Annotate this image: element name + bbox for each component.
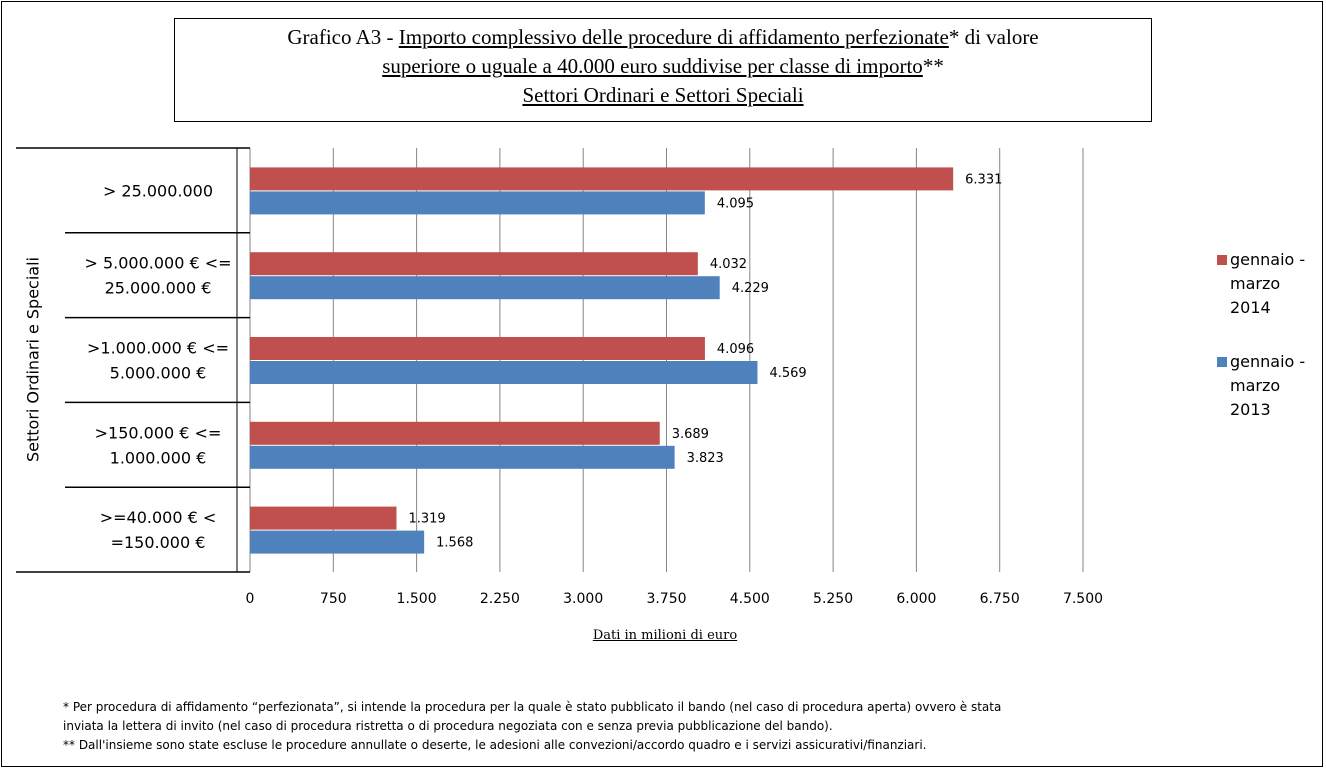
data-label: 4.229	[732, 281, 769, 296]
footnote-line: ** Dall'insieme sono state escluse le pr…	[63, 738, 927, 752]
legend-label: marzo	[1230, 376, 1281, 395]
bar-2014	[250, 252, 698, 276]
category-label: > 5.000.000 € <=	[84, 254, 231, 273]
y-group-title: Settori Ordinari e Speciali	[23, 257, 43, 463]
data-label: 1.568	[436, 536, 473, 551]
x-tick-label: 2.250	[480, 591, 520, 607]
legend-label: gennaio -	[1230, 352, 1306, 371]
title-line-1-text: Importo complessivo delle procedure di a…	[398, 25, 949, 49]
legend-swatch-2014	[1217, 255, 1227, 265]
title-line-3-text: Settori Ordinari e Settori Speciali	[522, 83, 804, 107]
footnote-line: * Per procedura di affidamento “perfezio…	[63, 700, 1002, 714]
bar-2013	[250, 276, 720, 300]
title-line-2-suffix: **	[922, 54, 944, 78]
category-label: 25.000.000 €	[105, 279, 212, 298]
bar-2014	[250, 421, 660, 445]
x-tick-label: 4.500	[730, 591, 770, 607]
category-label: >150.000 € <=	[95, 423, 222, 442]
category-label: =150.000 €	[111, 533, 206, 552]
legend-label: gennaio -	[1230, 250, 1306, 269]
category-label: 5.000.000 €	[110, 364, 207, 383]
bar-2014	[250, 506, 397, 530]
legend-label: 2013	[1230, 400, 1271, 419]
x-tick-label: 3.000	[563, 591, 603, 607]
data-label: 4.569	[769, 366, 806, 381]
title-prefix: Grafico A3 -	[287, 25, 399, 49]
x-tick-label: 6.750	[980, 591, 1020, 607]
title-line-3: Settori Ordinari e Settori Speciali	[175, 81, 1151, 110]
title-line-2-text: superiore o uguale a 40.000 euro suddivi…	[382, 54, 923, 78]
x-tick-label: 5.250	[813, 591, 853, 607]
bar-2013	[250, 361, 758, 384]
x-tick-label: 7.500	[1063, 591, 1103, 607]
category-label: > 25.000.000	[103, 181, 213, 200]
x-tick-label: 0	[246, 591, 255, 607]
data-label: 1.319	[408, 512, 445, 527]
x-tick-label: 3.750	[646, 591, 686, 607]
footnote-line: inviata la lettera di invito (nel caso d…	[63, 719, 833, 733]
bar-2014	[250, 167, 954, 191]
bar-2014	[250, 337, 705, 360]
x-axis-label: Dati in milioni di euro	[592, 628, 738, 643]
footnotes: * Per procedura di affidamento “perfezio…	[63, 698, 1303, 755]
data-label: 4.032	[710, 257, 747, 272]
category-label: >=40.000 € <	[100, 508, 217, 527]
bar-2013	[250, 530, 425, 554]
x-tick-label: 6.000	[896, 591, 936, 607]
legend-label: marzo	[1230, 274, 1281, 293]
chart-title: Grafico A3 - Importo complessivo delle p…	[174, 18, 1152, 122]
x-tick-label: 750	[320, 591, 347, 607]
data-label: 4.095	[717, 196, 754, 211]
legend-swatch-2013	[1217, 357, 1227, 367]
category-label: 1.000.000 €	[110, 448, 207, 467]
x-tick-label: 1.500	[397, 591, 437, 607]
data-label: 3.689	[672, 427, 709, 442]
bar-2013	[250, 445, 675, 469]
data-label: 3.823	[687, 451, 724, 466]
category-label: >1.000.000 € <=	[87, 339, 229, 358]
data-label: 4.096	[717, 342, 754, 357]
bar-2013	[250, 191, 705, 215]
legend-label: 2014	[1230, 298, 1271, 317]
title-line-2: superiore o uguale a 40.000 euro suddivi…	[175, 52, 1151, 81]
title-line-1: Grafico A3 - Importo complessivo delle p…	[175, 23, 1151, 52]
data-label: 6.331	[965, 172, 1002, 187]
title-line-1-suffix: * di valore	[948, 25, 1039, 49]
